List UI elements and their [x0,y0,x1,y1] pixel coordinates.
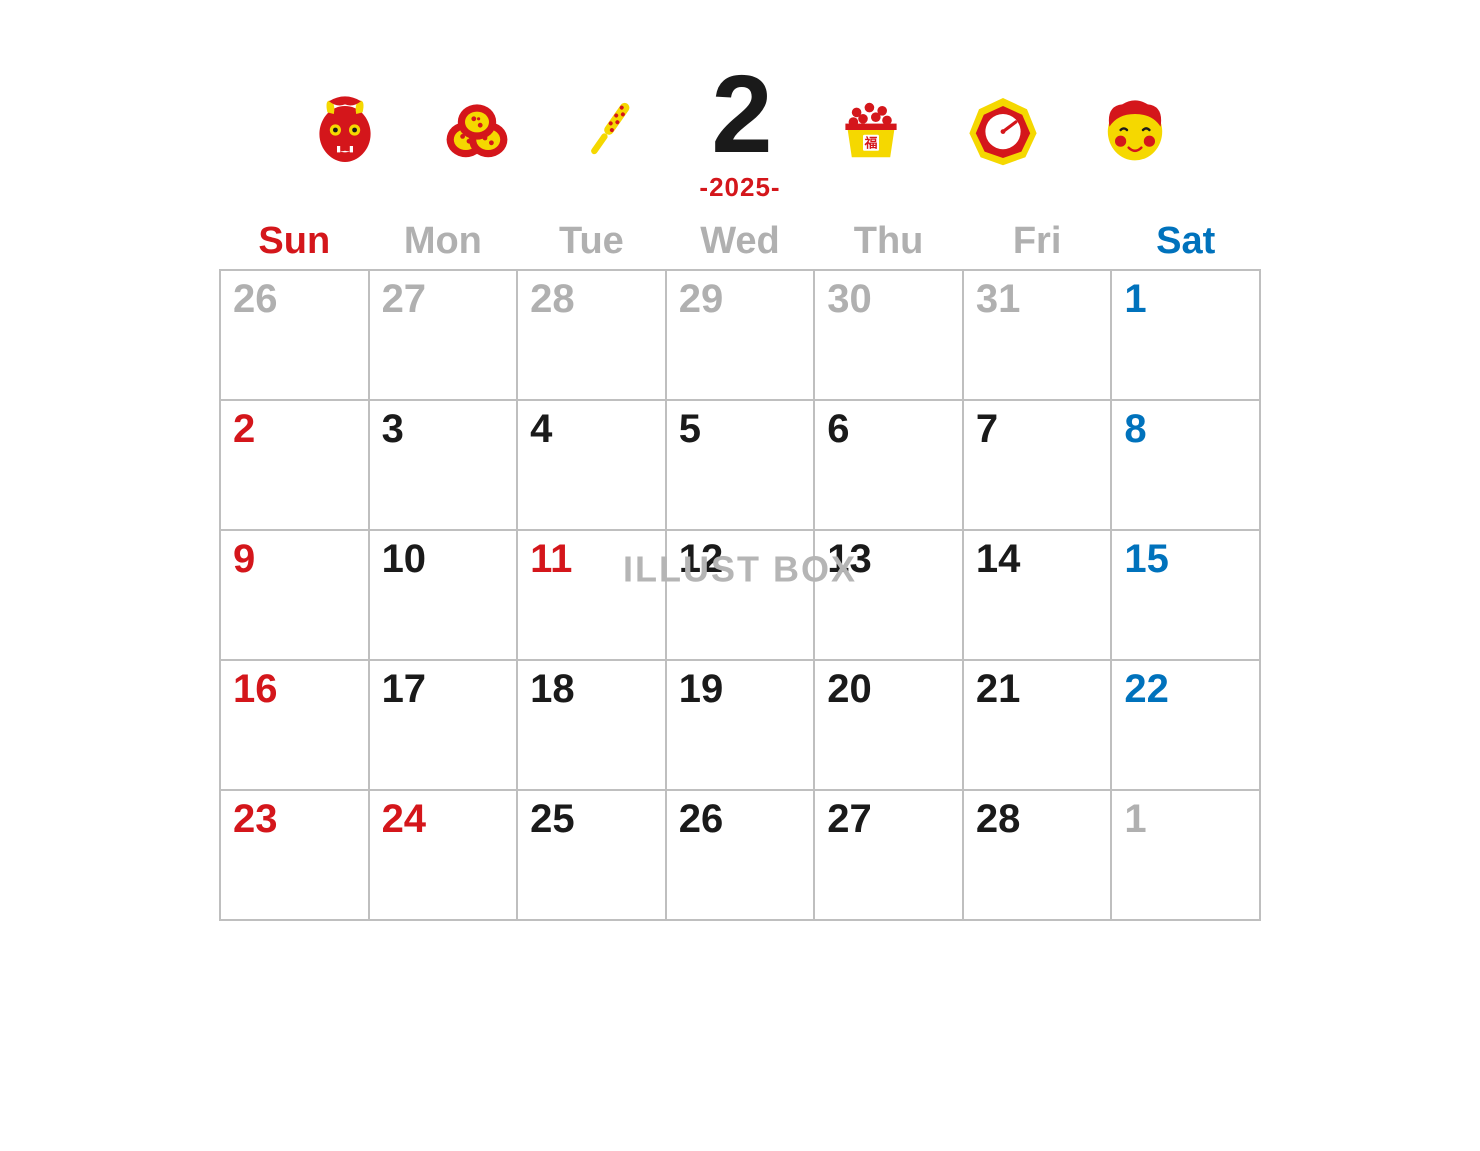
oni-mask-icon [303,88,387,172]
day-number: 11 [530,537,653,582]
day-cell: 3 [370,401,519,531]
day-number: 26 [233,277,356,322]
day-number: 19 [679,667,802,712]
day-number: 25 [530,797,653,842]
day-number: 5 [679,407,802,452]
day-number: 29 [679,277,802,322]
day-cell: 28 [964,791,1113,921]
day-cell: 26 [667,791,816,921]
day-cell: 11 [518,531,667,661]
day-number: 27 [382,277,505,322]
weekday-thu: Thu [814,220,963,263]
weekday-row: Sun Mon Tue Wed Thu Fri Sat [220,220,1260,263]
day-cell: 6 [815,401,964,531]
year-label: -2025- [699,174,780,200]
day-number: 14 [976,537,1099,582]
weekday-fri: Fri [963,220,1112,263]
calendar-grid: 2627282930311234567891011121314151617181… [219,269,1261,921]
day-number: 15 [1124,537,1247,582]
day-number: 8 [1124,407,1247,452]
day-cell: 20 [815,661,964,791]
day-cell: 29 [667,271,816,401]
day-cell: 7 [964,401,1113,531]
day-number: 23 [233,797,356,842]
day-number: 6 [827,407,950,452]
day-number: 26 [679,797,802,842]
day-number: 16 [233,667,356,712]
header-row: 2 -2025- 福 [100,60,1380,200]
day-number: 31 [976,277,1099,322]
day-number: 1 [1124,797,1247,842]
weekday-tue: Tue [517,220,666,263]
day-cell: 27 [370,271,519,401]
day-cell: 21 [964,661,1113,791]
svg-text:福: 福 [863,136,877,151]
month-block: 2 -2025- [699,60,780,200]
oni-club-icon [567,88,651,172]
day-number: 24 [382,797,505,842]
day-cell: 15 [1112,531,1261,661]
calendar-page: 2 -2025- 福 [0,0,1480,1151]
day-number: 22 [1124,667,1247,712]
day-cell: 1 [1112,271,1261,401]
day-number: 1 [1124,277,1247,322]
day-cell: 9 [221,531,370,661]
day-cell: 25 [518,791,667,921]
day-cell: 8 [1112,401,1261,531]
day-cell: 28 [518,271,667,401]
weekday-sat: Sat [1111,220,1260,263]
day-cell: 4 [518,401,667,531]
day-number: 21 [976,667,1099,712]
day-number: 13 [827,537,950,582]
day-number: 7 [976,407,1099,452]
day-number: 9 [233,537,356,582]
day-cell: 17 [370,661,519,791]
ehomaki-icon [435,88,519,172]
day-cell: 31 [964,271,1113,401]
day-number: 28 [976,797,1099,842]
day-cell: 14 [964,531,1113,661]
mame-box-icon: 福 [829,88,913,172]
day-cell: 22 [1112,661,1261,791]
day-cell: 12 [667,531,816,661]
day-number: 3 [382,407,505,452]
day-number: 12 [679,537,802,582]
weekday-mon: Mon [369,220,518,263]
ehou-compass-icon [961,88,1045,172]
day-cell: 30 [815,271,964,401]
day-number: 30 [827,277,950,322]
day-number: 20 [827,667,950,712]
weekday-sun: Sun [220,220,369,263]
day-cell: 10 [370,531,519,661]
day-number: 28 [530,277,653,322]
day-cell: 19 [667,661,816,791]
day-number: 27 [827,797,950,842]
day-number: 10 [382,537,505,582]
month-number: 2 [699,60,780,170]
day-number: 4 [530,407,653,452]
day-cell: 1 [1112,791,1261,921]
day-cell: 2 [221,401,370,531]
day-number: 17 [382,667,505,712]
day-cell: 16 [221,661,370,791]
day-cell: 5 [667,401,816,531]
day-cell: 13 [815,531,964,661]
day-cell: 23 [221,791,370,921]
weekday-wed: Wed [666,220,815,263]
day-number: 2 [233,407,356,452]
okame-mask-icon [1093,88,1177,172]
day-cell: 18 [518,661,667,791]
day-number: 18 [530,667,653,712]
day-cell: 26 [221,271,370,401]
day-cell: 24 [370,791,519,921]
day-cell: 27 [815,791,964,921]
